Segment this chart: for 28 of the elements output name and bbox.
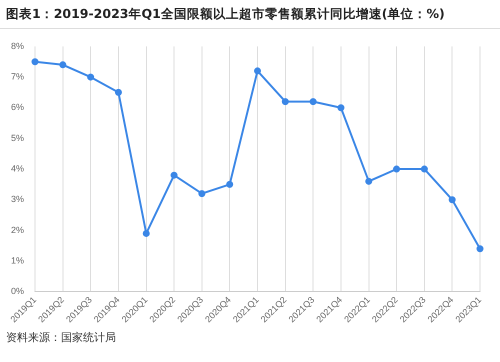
point [32, 58, 39, 66]
y-tick-label: 3% [10, 194, 24, 204]
point [59, 61, 66, 68]
point [365, 178, 372, 185]
point [87, 74, 94, 81]
point [170, 172, 178, 179]
point [254, 67, 262, 74]
y-tick-label: 2% [10, 224, 24, 235]
y-tick-label: 0% [10, 286, 24, 296]
point [142, 230, 150, 237]
y-tick-label: 6% [10, 102, 24, 112]
point [198, 190, 206, 198]
point [337, 104, 344, 112]
point [448, 196, 456, 204]
y-tick-label: 7% [10, 72, 24, 82]
y-tick-label: 4% [10, 164, 24, 174]
point [476, 245, 484, 252]
chart-title: 图表1：2019-2023年Q1全国限额以上超市零售额累计同比增速(单位：%) [6, 6, 445, 23]
point [226, 180, 234, 188]
point [114, 88, 122, 96]
point [282, 98, 289, 106]
y-tick-label: 5% [10, 132, 24, 143]
y-tick-label: 1% [10, 256, 24, 266]
point [420, 166, 428, 173]
point [393, 166, 400, 173]
text: 资料来源：国家统计局 [6, 330, 116, 345]
y-tick-label: 8% [10, 40, 24, 51]
point [310, 98, 317, 106]
